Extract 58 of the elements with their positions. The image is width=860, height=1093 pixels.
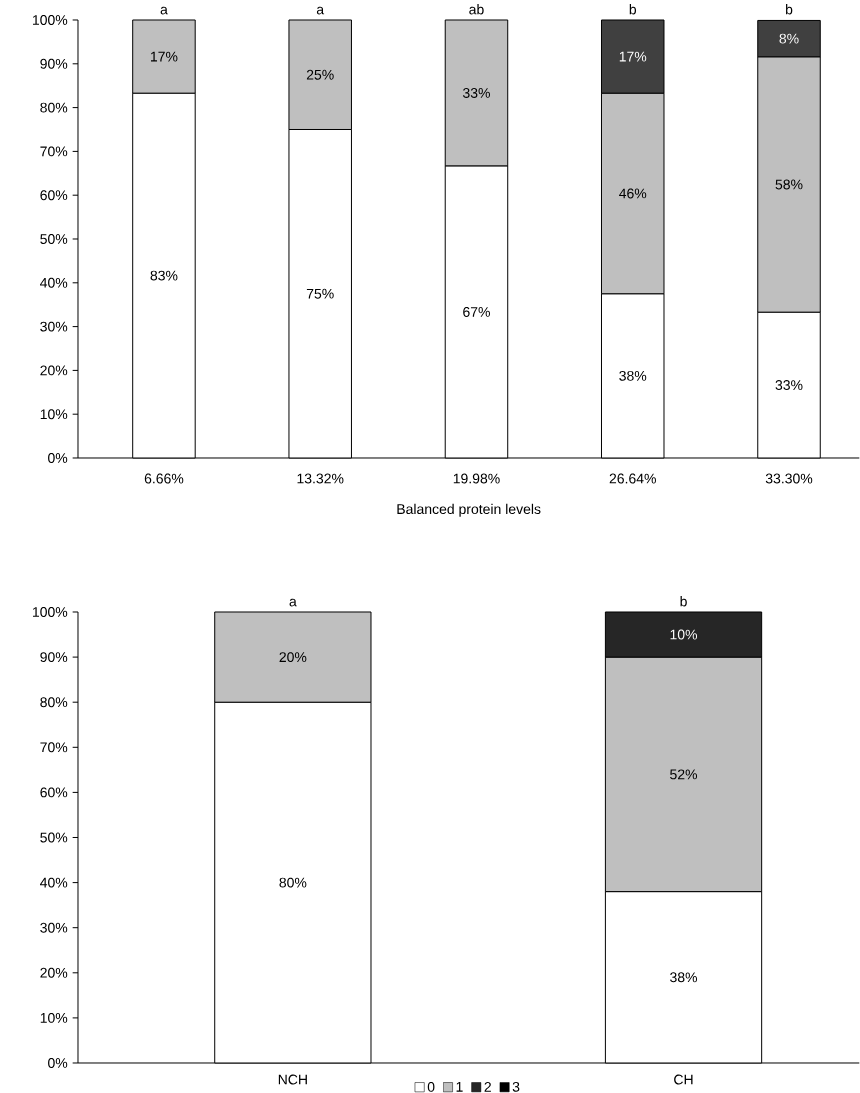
data-label: 80% (279, 877, 307, 888)
data-label: 52% (670, 769, 698, 780)
data-label: 33% (775, 380, 803, 391)
y-tick-label: 70% (40, 742, 68, 753)
y-tick-label: 30% (40, 922, 68, 933)
legend-label: 2 (484, 1081, 491, 1092)
y-tick-label: 70% (40, 146, 68, 157)
annotation: a (289, 598, 297, 607)
y-tick-label: 60% (40, 190, 68, 201)
x-tick-label: CH (674, 1074, 693, 1085)
y-tick-label: 50% (40, 234, 68, 244)
annotation: b (680, 596, 687, 607)
y-tick-label: 10% (40, 1012, 68, 1023)
annotation: a (160, 6, 168, 15)
y-tick-label: 80% (40, 102, 68, 113)
annotation: a (316, 6, 325, 15)
data-label: 67% (463, 306, 490, 317)
data-label: 33% (462, 87, 490, 98)
y-tick-label: 30% (40, 321, 68, 332)
data-label: 20% (279, 652, 307, 663)
y-tick-label: 50% (40, 832, 68, 843)
y-tick-label: 20% (40, 365, 68, 376)
y-tick-label: 20% (40, 967, 68, 978)
y-tick-label: 100% (32, 15, 68, 25)
y-tick-label: 100% (32, 607, 68, 617)
data-label: 58% (775, 179, 803, 190)
data-label: 10% (670, 629, 698, 640)
y-tick-label: 60% (40, 787, 68, 798)
data-label: 25% (306, 69, 334, 80)
legend-label: 1 (456, 1082, 463, 1092)
x-tick-label: 13.32% (297, 473, 344, 484)
y-tick-label: 0% (48, 453, 68, 463)
data-label: 8% (779, 33, 799, 44)
data-label: 46% (619, 188, 647, 199)
x-tick-label: 6.66% (144, 473, 184, 484)
y-tick-label: 10% (40, 409, 68, 420)
annotation: b (629, 4, 637, 15)
data-label: 38% (670, 972, 698, 983)
y-tick-label: 40% (40, 277, 68, 288)
y-tick-label: 0% (48, 1058, 68, 1068)
x-tick-label: 19.98% (453, 473, 500, 484)
y-tick-label: 90% (40, 58, 68, 69)
y-tick-label: 90% (40, 652, 68, 663)
y-tick-label: 40% (40, 877, 68, 888)
data-label: 75% (306, 288, 334, 299)
annotation: ab (469, 4, 484, 15)
data-label: 17% (151, 51, 178, 62)
legend-label: 0 (427, 1081, 435, 1092)
data-label: 83% (150, 270, 178, 281)
x-tick-label: 26.64% (609, 473, 656, 484)
x-axis-title: Balanced protein levels (397, 503, 541, 517)
legend-label: 3 (512, 1081, 520, 1092)
x-tick-label: NCH (278, 1074, 307, 1085)
y-tick-label: 80% (40, 697, 68, 708)
data-label: 17% (619, 51, 647, 62)
data-label: 38% (619, 370, 647, 381)
x-tick-label: 33.30% (765, 473, 813, 484)
annotation: b (786, 4, 793, 15)
